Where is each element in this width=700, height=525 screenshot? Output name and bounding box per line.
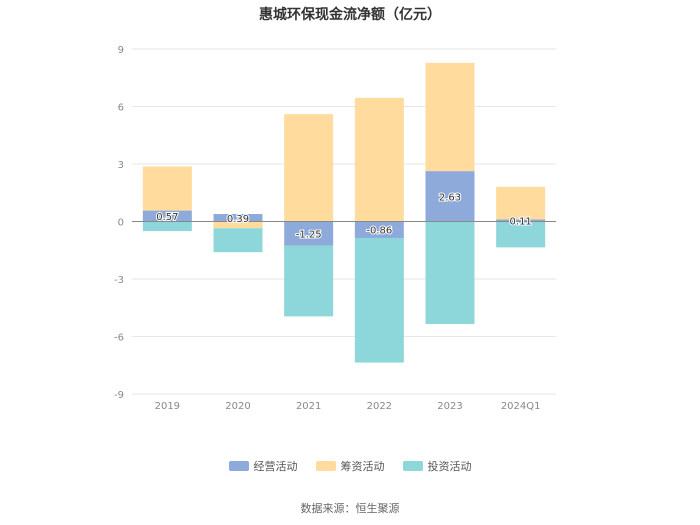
x-tick-label: 2019 [155, 401, 180, 412]
grid-lines [132, 48, 556, 395]
bars [142, 62, 546, 363]
bar-2-2024Q1 [496, 221, 546, 248]
data-label: 0.39 [227, 214, 249, 225]
bar-0-2021 [284, 221, 334, 246]
y-tick-label: -9 [114, 390, 124, 401]
data-label: 0.11 [510, 216, 532, 227]
legend-item-0[interactable]: 经营活动 [228, 458, 298, 474]
legend-label: 投资活动 [427, 460, 472, 473]
legend-swatch [228, 461, 249, 471]
legend-item-2[interactable]: 投资活动 [402, 458, 472, 474]
x-tick-label: 2024Q1 [501, 401, 541, 412]
bar-1-2022 [354, 97, 404, 222]
bar-2-2021 [284, 245, 334, 317]
legend-swatch [402, 461, 423, 471]
bar-1-2019 [142, 166, 192, 211]
bar-1-2020 [213, 221, 263, 229]
legend-item-1[interactable]: 筹资活动 [315, 458, 385, 474]
legend-swatch [315, 461, 336, 471]
y-tick-label: -3 [114, 275, 124, 286]
legend: 经营活动 筹资活动 投资活动 [0, 458, 700, 474]
bar-1-2023 [425, 62, 475, 172]
bar-2-2019 [142, 221, 192, 232]
bar-0-2024Q1 [496, 219, 546, 222]
bar-0-2019 [142, 210, 192, 222]
x-tick-label: 2022 [367, 401, 392, 412]
x-tick-label: 2021 [296, 401, 321, 412]
data-label: 2.63 [439, 192, 461, 203]
data-label: 0.57 [156, 212, 178, 223]
bar-1-2024Q1 [496, 186, 546, 220]
chart-title: 惠城环保现金流净额（亿元） [259, 7, 441, 23]
axes: 9 6 3 0 -3 -6 -9 2019 2020 2021 2022 2023 2024Q1 [114, 45, 556, 412]
data-labels: 0.57 0.39 -1.25 -0.86 2.63 0.11 [155, 191, 533, 241]
bar-0-2023 [425, 171, 475, 222]
data-label: -1.25 [296, 229, 322, 240]
data-label: -0.86 [366, 226, 392, 237]
x-tick-label: 2023 [437, 401, 462, 412]
bar-0-2020 [213, 214, 263, 222]
legend-label: 经营活动 [253, 460, 298, 473]
bar-1-2021 [284, 114, 334, 222]
y-tick-label: -6 [114, 333, 124, 344]
x-tick-label: 2020 [225, 401, 250, 412]
bar-0-2022 [354, 221, 404, 238]
y-tick-label: 0 [118, 218, 124, 229]
y-tick-label: 6 [118, 103, 124, 114]
source-note: 数据来源：恒生聚源 [300, 502, 400, 515]
y-tick-label: 3 [118, 160, 124, 171]
bar-2-2020 [213, 228, 263, 253]
legend-label: 筹资活动 [340, 460, 385, 473]
bar-2-2022 [354, 237, 404, 363]
bar-2-2023 [425, 221, 475, 325]
y-tick-label: 9 [118, 45, 124, 56]
